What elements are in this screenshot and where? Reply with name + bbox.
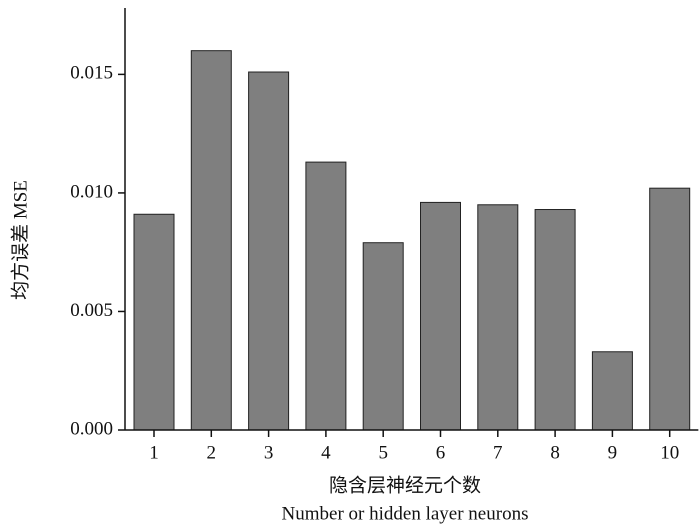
x-tick-label: 9 <box>608 442 618 463</box>
y-tick-label: 0.010 <box>70 181 113 202</box>
bar <box>133 213 175 431</box>
x-axis-label: 隐含层神经元个数 <box>329 474 481 496</box>
y-tick-label: 0.005 <box>70 300 113 321</box>
y-axis-label: 均方误差 MSE <box>9 180 31 300</box>
bar <box>362 242 404 431</box>
x-tick-label: 10 <box>660 442 679 463</box>
bar <box>248 71 290 431</box>
x-tick-label: 4 <box>321 442 331 463</box>
bar <box>190 50 232 431</box>
x-tick-label: 8 <box>550 442 560 463</box>
x-tick-label: 6 <box>436 442 446 463</box>
x-tick-label: 2 <box>207 442 217 463</box>
y-tick-label: 0.015 <box>70 63 113 84</box>
bar <box>420 201 461 431</box>
bar <box>477 204 519 431</box>
bar <box>534 209 576 431</box>
x-tick-label: 7 <box>493 442 503 463</box>
x-tick-label: 5 <box>378 442 388 463</box>
y-tick-label: 0.000 <box>70 418 113 439</box>
bar <box>305 161 347 431</box>
bar <box>649 187 691 431</box>
bar <box>591 351 633 431</box>
x-axis-label-en: Number or hidden layer neurons <box>282 503 529 524</box>
x-tick-label: 3 <box>264 442 274 463</box>
x-tick-label: 1 <box>149 442 159 463</box>
